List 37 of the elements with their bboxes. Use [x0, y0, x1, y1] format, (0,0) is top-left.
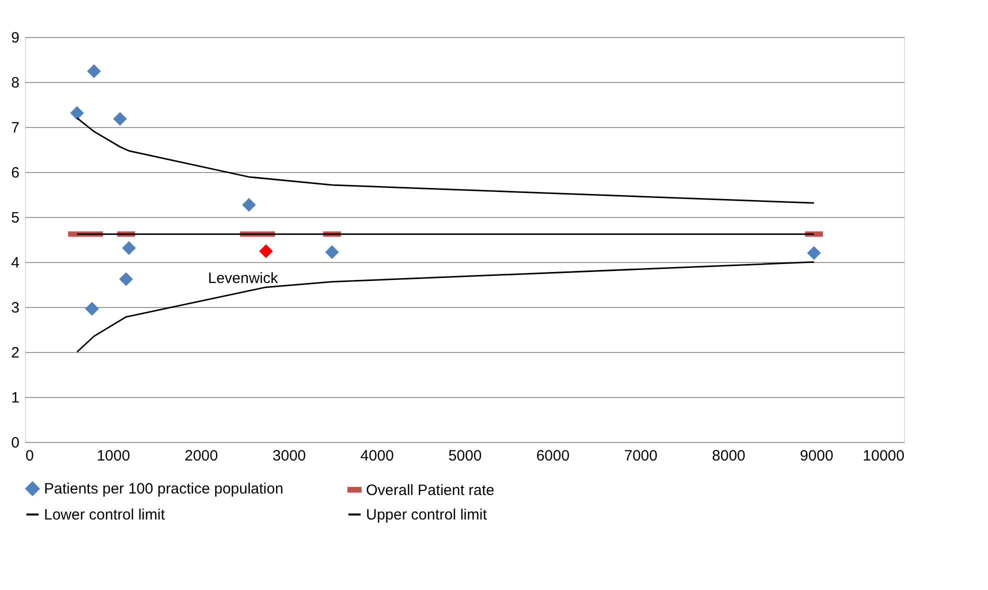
x-tick-label: 9000	[800, 448, 834, 464]
x-tick-label: 5000	[448, 448, 482, 464]
y-tick-label: 4	[11, 254, 20, 272]
point	[119, 272, 133, 286]
point	[242, 198, 256, 212]
y-tick-label: 5	[11, 210, 20, 226]
y-tick-label: 0	[11, 434, 20, 452]
y-tick-label: 6	[11, 164, 20, 182]
y-tick-label: 1	[11, 390, 20, 406]
x-tick-label: 1000	[96, 448, 130, 464]
annotation: Levenwick	[208, 270, 279, 288]
x-tick-label: 0	[26, 448, 34, 464]
legend-label: Overall Patient rate	[366, 482, 494, 499]
legend-label: Lower control limit	[44, 506, 166, 524]
y-tick-label: 7	[11, 120, 20, 136]
legend-label: Patients per 100 practice population	[44, 480, 284, 498]
point	[70, 106, 84, 120]
point	[87, 64, 101, 78]
x-tick-label: 3000	[272, 448, 306, 464]
x-tick-label: 10000	[862, 448, 904, 464]
point	[325, 245, 339, 259]
x-tick-label: 8000	[712, 448, 746, 464]
x-tick-label: 6000	[536, 448, 570, 464]
x-tick-label: 4000	[360, 448, 394, 464]
x-tick-label: 2000	[184, 448, 218, 464]
point	[259, 244, 273, 258]
y-tick-label: 2	[11, 344, 20, 362]
y-tick-label: 3	[11, 300, 20, 316]
point	[85, 302, 99, 316]
point	[113, 112, 127, 126]
x-tick-label: 7000	[624, 448, 658, 464]
legend-label: Upper control limit	[366, 506, 488, 524]
y-tick-label: 8	[11, 74, 20, 92]
y-tick-label: 9	[11, 30, 20, 46]
point	[807, 246, 821, 260]
point	[122, 241, 136, 255]
line-series	[76, 261, 815, 353]
